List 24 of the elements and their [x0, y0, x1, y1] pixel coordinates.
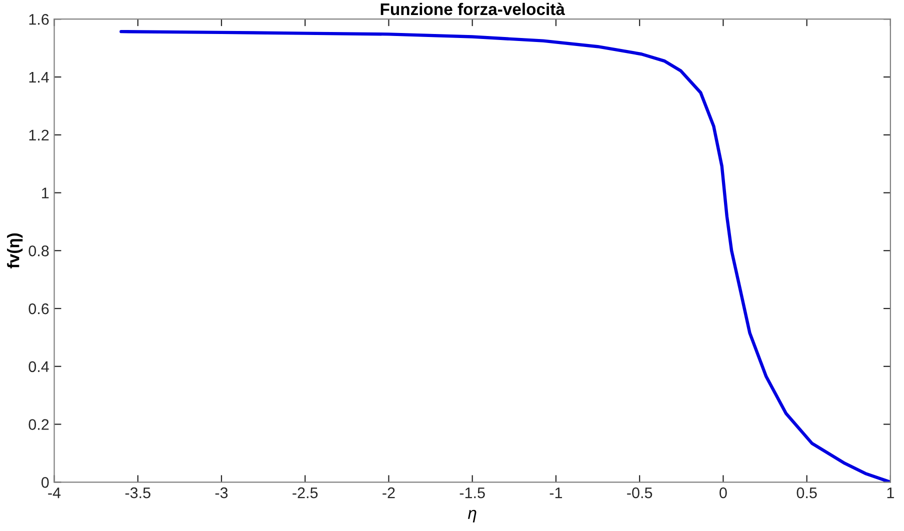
x-tick-label: -3 — [215, 487, 228, 498]
x-tick-label: -3.5 — [125, 487, 150, 498]
y-tick-label: 0.6 — [28, 303, 49, 314]
x-tick-label: -1.5 — [460, 488, 485, 498]
x-tick-label: 0 — [720, 487, 727, 498]
y-tick-label: 1 — [42, 188, 49, 198]
chart-title: Funzione forza-velocità — [380, 2, 565, 16]
y-axis-title: fv(η) — [7, 233, 23, 268]
x-tick-label: -4 — [48, 488, 61, 498]
y-tick-label: 1.2 — [29, 130, 49, 140]
x-tick-label: -0.5 — [627, 487, 652, 498]
y-tick-label: 0.4 — [28, 361, 49, 372]
y-tick-label: 0.8 — [28, 246, 49, 256]
y-tick-label: 0 — [41, 477, 49, 488]
y-tick-label: 0.2 — [28, 419, 49, 430]
x-axis-title: η — [468, 510, 476, 522]
x-tick-label: 1 — [887, 488, 894, 498]
y-tick-label: 1.6 — [29, 14, 49, 25]
y-tick-label: 1.4 — [29, 72, 49, 83]
x-tick-label: -2.5 — [292, 487, 318, 498]
x-tick-label: -2 — [382, 487, 395, 498]
line-series — [120, 30, 890, 482]
x-tick-label: -1 — [550, 488, 562, 498]
x-tick-label: 0.5 — [796, 487, 817, 498]
